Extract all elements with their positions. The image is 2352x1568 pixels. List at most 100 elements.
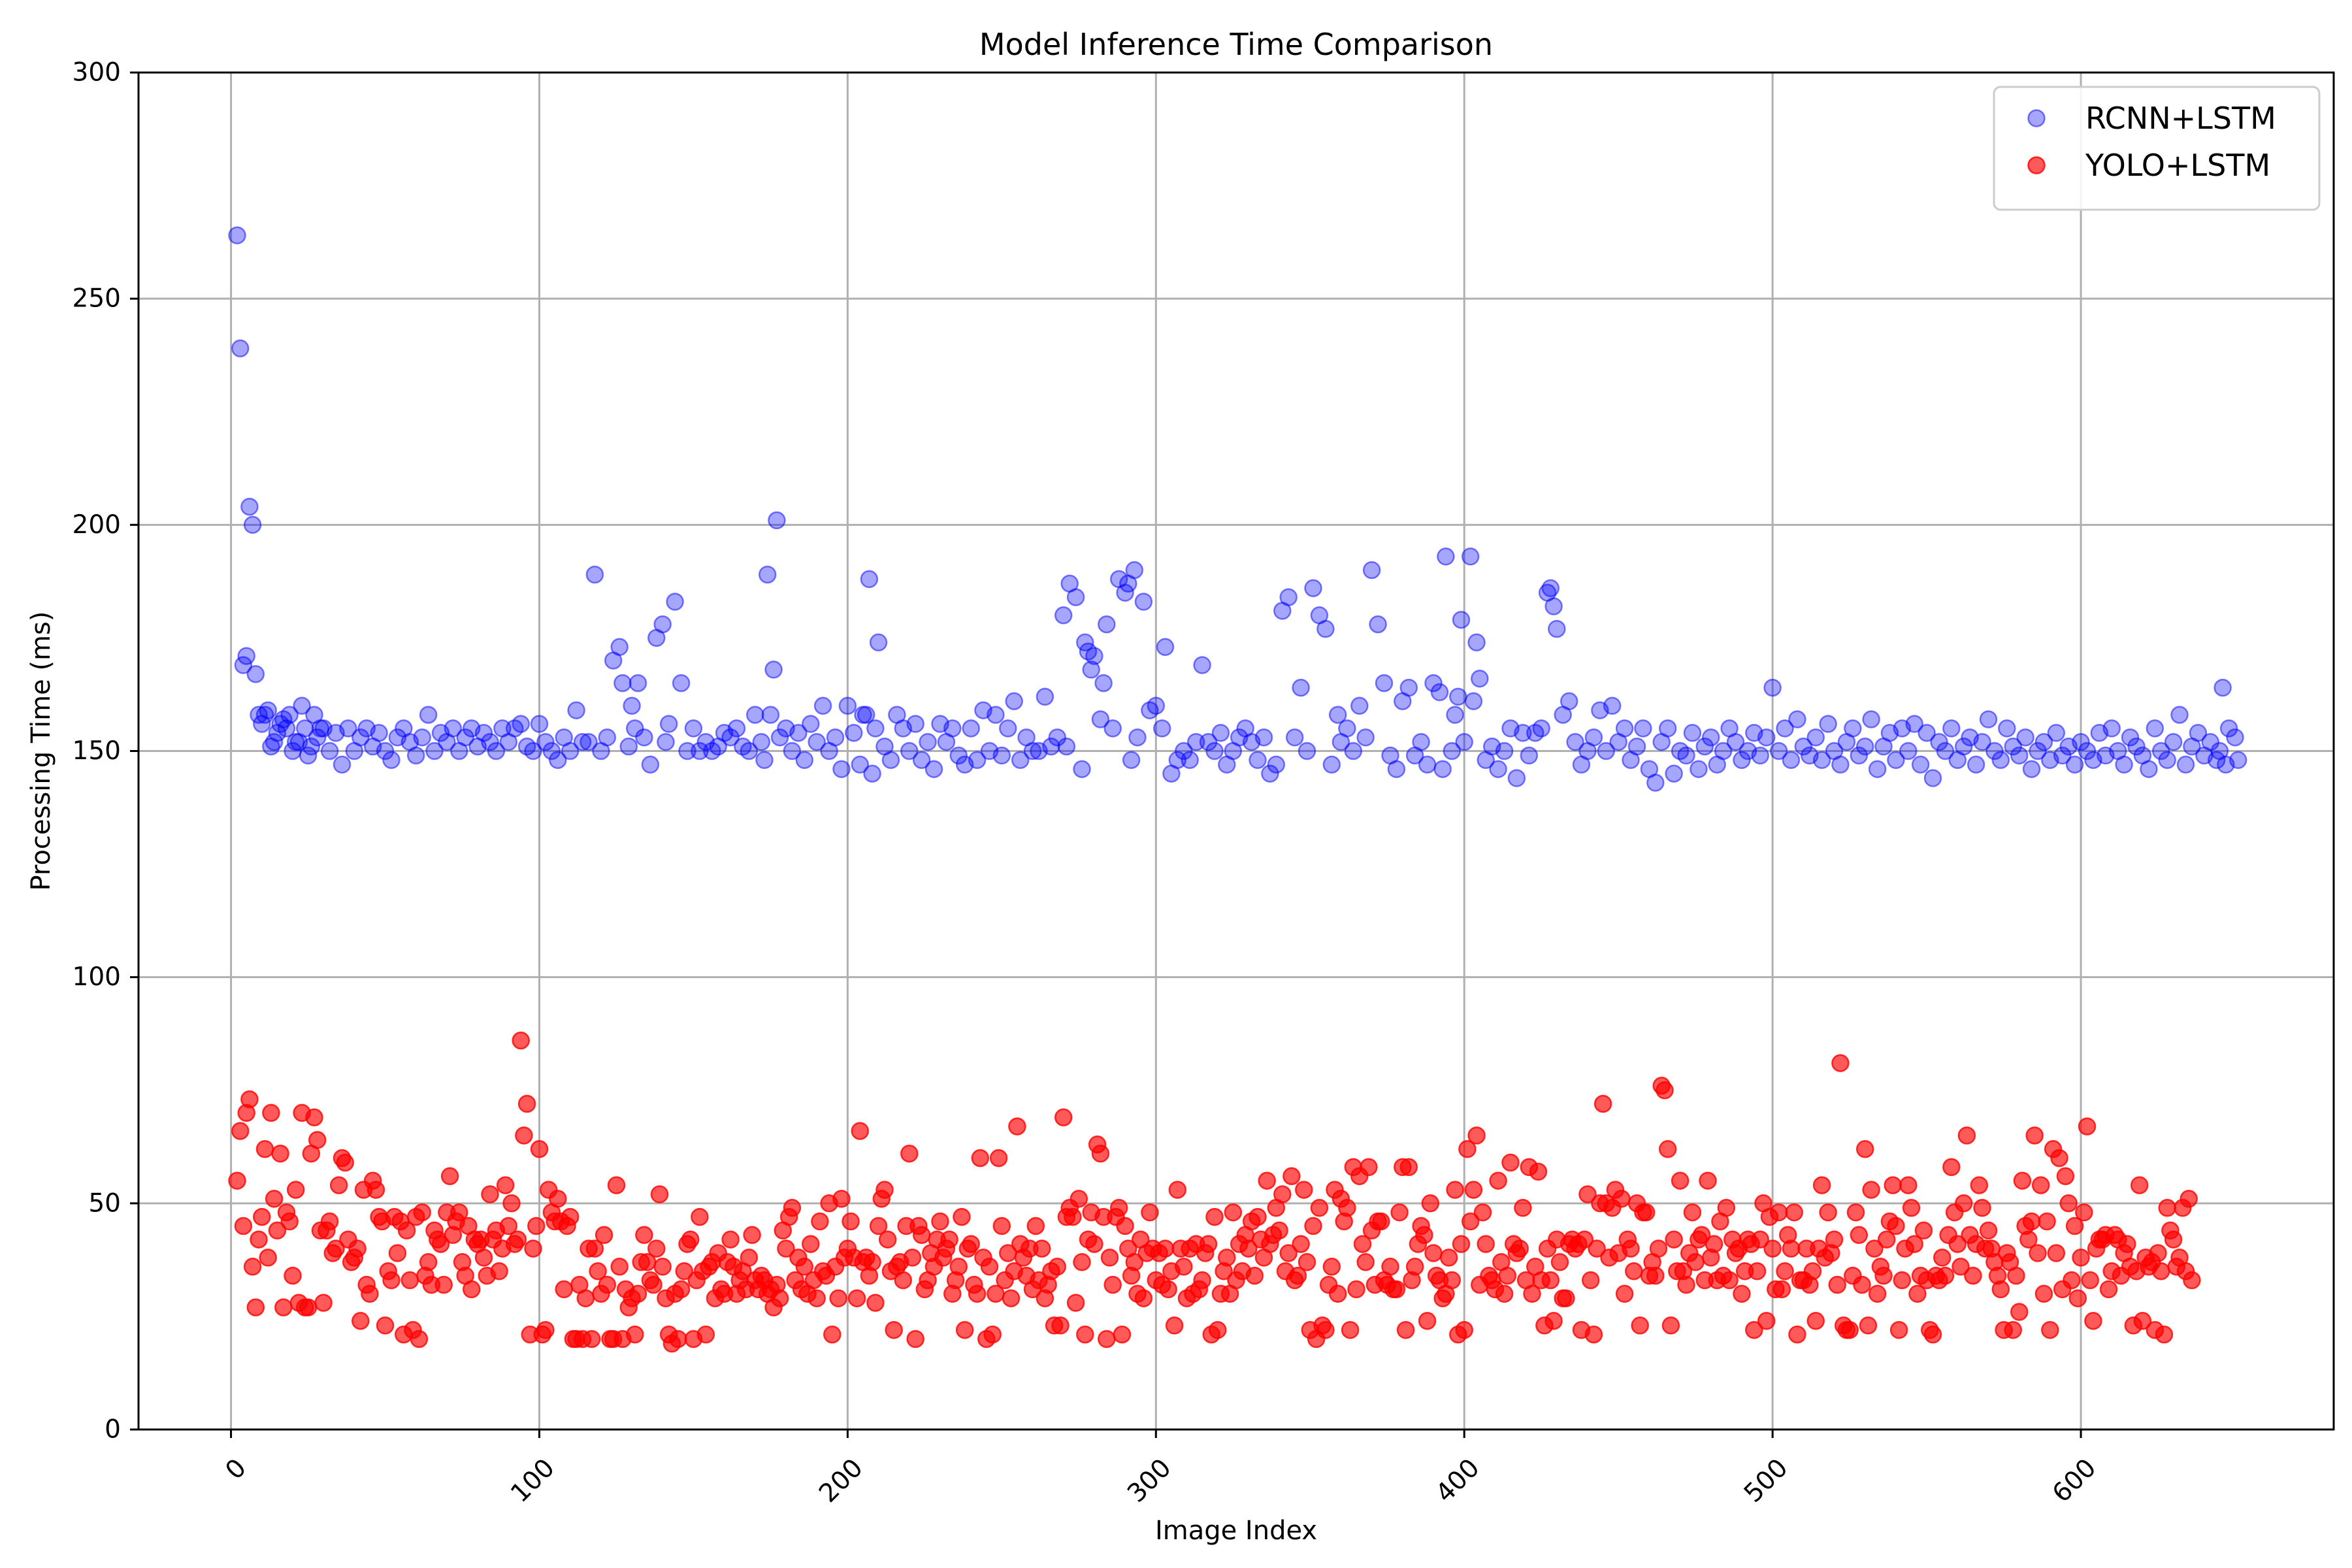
data-point (610, 638, 629, 657)
data-point (1098, 1330, 1116, 1348)
data-point (419, 1253, 438, 1271)
data-point (783, 742, 802, 760)
data-point (1665, 1230, 1683, 1249)
data-point (1985, 742, 2004, 760)
data-point (1548, 619, 1566, 638)
data-point (610, 1258, 629, 1276)
data-point (2004, 1320, 2022, 1339)
data-point (1103, 719, 1122, 738)
data-point (2031, 1176, 2050, 1194)
data-point (265, 1190, 284, 1208)
data-point (1911, 755, 1930, 774)
data-point (598, 728, 617, 747)
data-point (250, 1230, 268, 1249)
data-point (2084, 1312, 2102, 1330)
data-point (1421, 1194, 1440, 1213)
y-tick-label: 0 (105, 1415, 121, 1445)
data-point (243, 1258, 262, 1276)
data-point (1439, 1249, 1458, 1267)
data-point (320, 742, 339, 760)
data-point (1952, 1258, 1970, 1276)
data-point (866, 719, 885, 738)
data-point (851, 1122, 870, 1140)
data-point (1310, 1199, 1329, 1217)
data-point (1859, 1316, 1878, 1335)
data-point (2029, 1244, 2047, 1262)
data-point (1560, 692, 1578, 711)
data-point (875, 1181, 894, 1199)
data-point (1249, 751, 1267, 770)
data-point (1199, 732, 1218, 751)
data-point (240, 497, 259, 516)
data-point (2047, 1244, 2066, 1262)
data-point (1433, 760, 1452, 778)
data-point (1098, 615, 1116, 634)
data-point (1156, 638, 1175, 657)
data-point (1279, 1244, 1298, 1262)
data-point (1776, 1262, 1794, 1281)
data-point (1936, 742, 1955, 760)
data-point (1168, 1181, 1187, 1199)
data-point (367, 1181, 385, 1199)
data-point (1948, 1235, 1967, 1253)
legend: RCNN+LSTM YOLO+LSTM (1993, 86, 2321, 211)
data-point (752, 732, 771, 751)
data-point (1889, 1320, 1908, 1339)
data-point (863, 764, 881, 783)
data-point (490, 1262, 508, 1281)
y-tick-label: 300 (73, 58, 121, 88)
data-point (2056, 1167, 2075, 1186)
data-point (2229, 751, 2247, 770)
data-point (2063, 1271, 2081, 1290)
data-point (2019, 1230, 2038, 1249)
data-point (955, 1320, 974, 1339)
data-point (336, 1153, 354, 1172)
data-point (1794, 737, 1813, 756)
data-point (2038, 1212, 2056, 1231)
data-point (1973, 732, 1991, 751)
data-point (1267, 755, 1286, 774)
data-point (2065, 1217, 2084, 1235)
data-point (1495, 742, 1514, 760)
data-point (2189, 724, 2208, 742)
data-point (2081, 1271, 2099, 1290)
data-point (740, 742, 759, 760)
data-point (1288, 1266, 1307, 1285)
data-point (1964, 1266, 1982, 1285)
data-point (829, 1289, 847, 1307)
data-point (589, 1262, 607, 1281)
data-point (1057, 737, 1076, 756)
data-point (561, 1207, 580, 1226)
data-point (1825, 1230, 1844, 1249)
data-point (1862, 710, 1880, 728)
y-tick-label: 50 (88, 1188, 121, 1218)
data-point (1631, 1316, 1649, 1335)
data-point (666, 593, 684, 611)
data-point (1612, 1190, 1631, 1208)
data-point (2072, 1249, 2090, 1267)
data-point (675, 1262, 694, 1281)
data-point (1874, 1266, 1893, 1285)
data-point (271, 1144, 289, 1163)
data-point (1865, 1239, 1884, 1258)
data-point (1458, 1140, 1477, 1158)
data-point (2130, 1176, 2149, 1194)
data-point (2149, 1244, 2167, 1262)
data-point (672, 1280, 691, 1299)
data-point (999, 719, 1017, 738)
data-point (502, 1194, 521, 1213)
data-point (1788, 710, 1806, 728)
data-point (1258, 1171, 1276, 1190)
data-point (515, 1126, 533, 1145)
data-point (635, 728, 653, 747)
data-point (721, 728, 740, 747)
data-point (1541, 579, 1560, 598)
data-point (2183, 1271, 2201, 1290)
data-point (450, 1203, 468, 1222)
data-point (1369, 615, 1387, 634)
data-point (1328, 1284, 1347, 1303)
data-point (234, 1217, 253, 1235)
data-point (1868, 760, 1887, 778)
data-point (681, 1230, 700, 1249)
data-point (598, 1275, 617, 1294)
